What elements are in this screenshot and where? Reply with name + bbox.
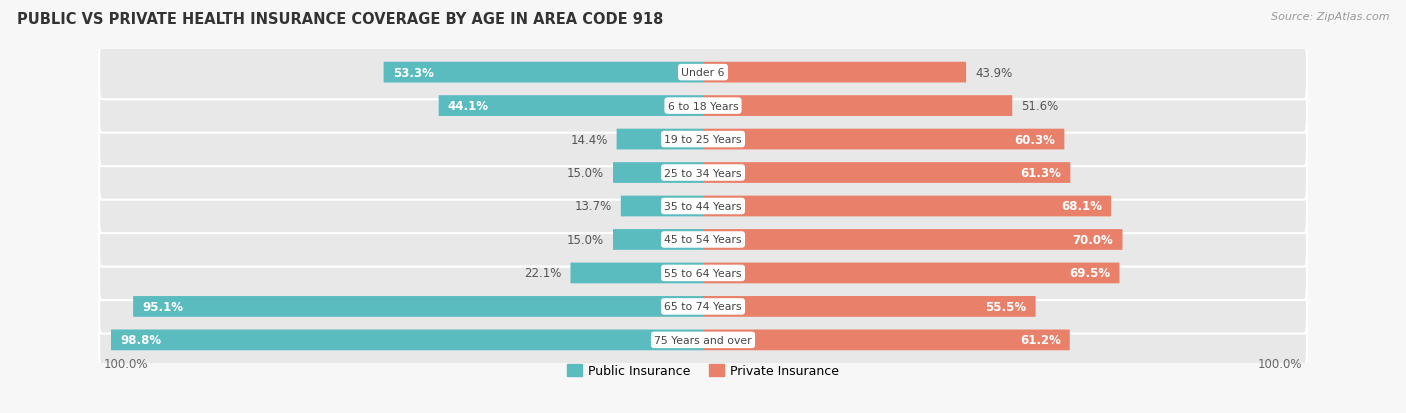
Text: Under 6: Under 6 <box>682 68 724 78</box>
FancyBboxPatch shape <box>703 263 1119 284</box>
FancyBboxPatch shape <box>134 296 703 317</box>
Text: 14.4%: 14.4% <box>571 133 607 146</box>
Text: 13.7%: 13.7% <box>575 200 612 213</box>
Text: 45 to 54 Years: 45 to 54 Years <box>664 235 742 245</box>
FancyBboxPatch shape <box>613 163 703 183</box>
Text: 25 to 34 Years: 25 to 34 Years <box>664 168 742 178</box>
FancyBboxPatch shape <box>384 63 703 83</box>
Text: 19 to 25 Years: 19 to 25 Years <box>664 135 742 145</box>
Text: 6 to 18 Years: 6 to 18 Years <box>668 101 738 112</box>
Text: 98.8%: 98.8% <box>120 334 162 347</box>
Text: 61.3%: 61.3% <box>1021 166 1062 180</box>
Text: 60.3%: 60.3% <box>1014 133 1056 146</box>
FancyBboxPatch shape <box>703 63 966 83</box>
Text: 35 to 44 Years: 35 to 44 Years <box>664 202 742 211</box>
Legend: Public Insurance, Private Insurance: Public Insurance, Private Insurance <box>561 359 845 382</box>
Text: 65 to 74 Years: 65 to 74 Years <box>664 301 742 312</box>
FancyBboxPatch shape <box>100 213 1306 267</box>
Text: Source: ZipAtlas.com: Source: ZipAtlas.com <box>1271 12 1389 22</box>
Text: 22.1%: 22.1% <box>524 267 561 280</box>
FancyBboxPatch shape <box>100 146 1306 200</box>
FancyBboxPatch shape <box>111 330 703 350</box>
Text: 15.0%: 15.0% <box>567 233 605 247</box>
FancyBboxPatch shape <box>703 296 1036 317</box>
Text: 95.1%: 95.1% <box>142 300 183 313</box>
Text: 75 Years and over: 75 Years and over <box>654 335 752 345</box>
FancyBboxPatch shape <box>703 230 1122 250</box>
Text: 61.2%: 61.2% <box>1019 334 1060 347</box>
FancyBboxPatch shape <box>100 79 1306 133</box>
FancyBboxPatch shape <box>100 113 1306 167</box>
Text: 69.5%: 69.5% <box>1069 267 1111 280</box>
FancyBboxPatch shape <box>100 246 1306 300</box>
FancyBboxPatch shape <box>439 96 703 117</box>
Text: 51.6%: 51.6% <box>1021 100 1059 113</box>
Text: 55 to 64 Years: 55 to 64 Years <box>664 268 742 278</box>
Text: 43.9%: 43.9% <box>974 66 1012 79</box>
Text: PUBLIC VS PRIVATE HEALTH INSURANCE COVERAGE BY AGE IN AREA CODE 918: PUBLIC VS PRIVATE HEALTH INSURANCE COVER… <box>17 12 664 27</box>
FancyBboxPatch shape <box>100 46 1306 100</box>
Text: 44.1%: 44.1% <box>447 100 489 113</box>
FancyBboxPatch shape <box>703 330 1070 350</box>
FancyBboxPatch shape <box>703 196 1111 217</box>
Text: 100.0%: 100.0% <box>104 357 149 370</box>
FancyBboxPatch shape <box>100 180 1306 233</box>
Text: 55.5%: 55.5% <box>986 300 1026 313</box>
Text: 53.3%: 53.3% <box>392 66 433 79</box>
Text: 100.0%: 100.0% <box>1257 357 1302 370</box>
FancyBboxPatch shape <box>703 163 1070 183</box>
Text: 15.0%: 15.0% <box>567 166 605 180</box>
FancyBboxPatch shape <box>100 313 1306 367</box>
FancyBboxPatch shape <box>100 280 1306 334</box>
Text: 70.0%: 70.0% <box>1073 233 1114 247</box>
FancyBboxPatch shape <box>571 263 703 284</box>
FancyBboxPatch shape <box>703 129 1064 150</box>
FancyBboxPatch shape <box>621 196 703 217</box>
Text: 68.1%: 68.1% <box>1062 200 1102 213</box>
FancyBboxPatch shape <box>617 129 703 150</box>
FancyBboxPatch shape <box>613 230 703 250</box>
FancyBboxPatch shape <box>703 96 1012 117</box>
